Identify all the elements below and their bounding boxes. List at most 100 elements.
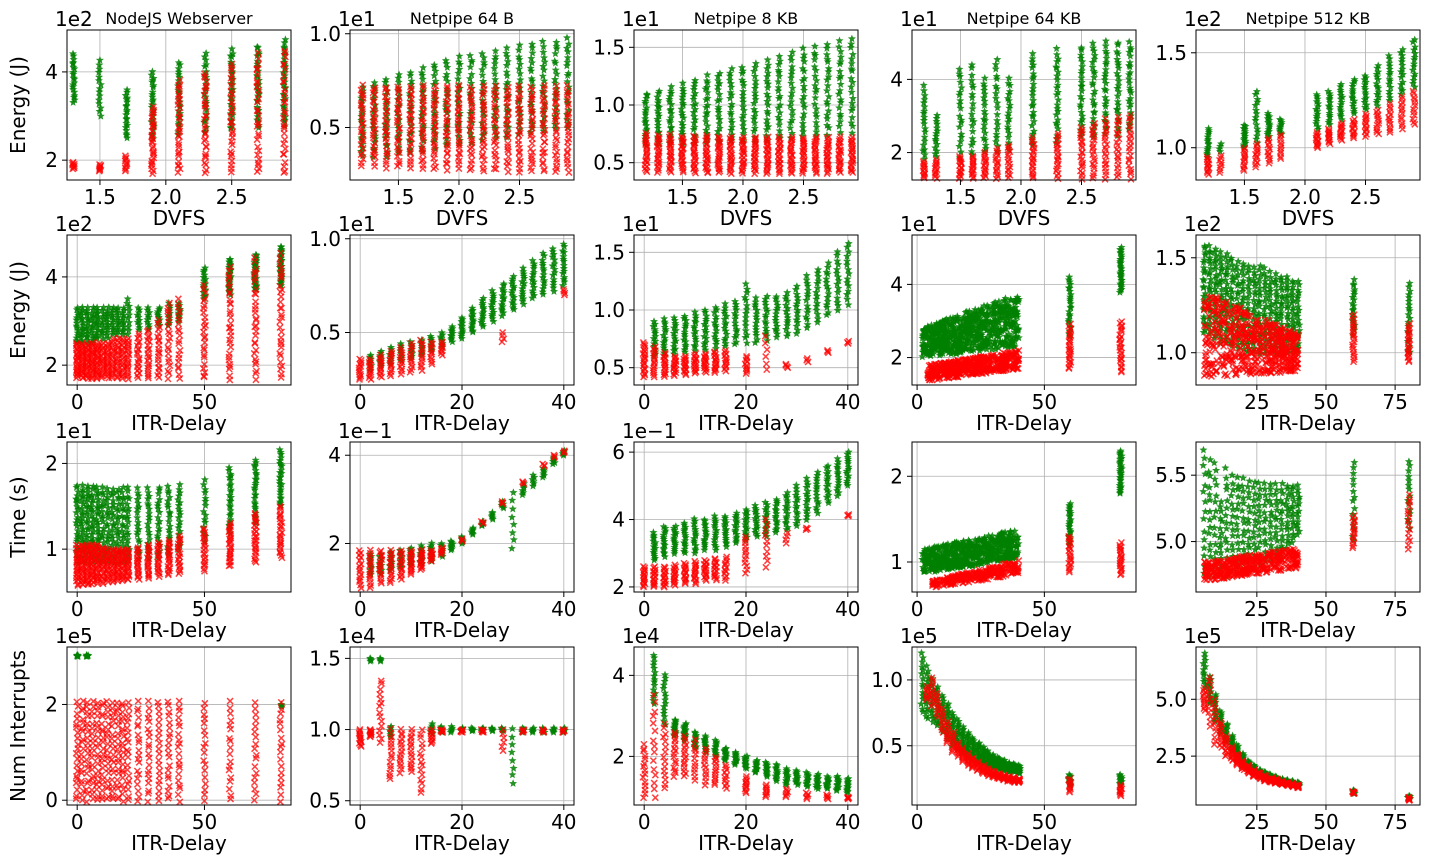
data-point-x [280,60,288,68]
data-point-star [70,91,79,100]
data-point-star [824,106,833,115]
x-tick-label: 0 [354,390,367,414]
data-point-x [149,103,157,111]
data-point-star [491,52,500,61]
data-point-x [357,99,365,107]
data-point-star [175,97,184,106]
data-point-x [121,152,129,160]
data-point-star [174,70,183,78]
y-tick-label: 0.5 [593,356,625,380]
data-point-star [200,89,209,98]
data-point-x [228,72,236,80]
data-point-star [442,59,451,68]
data-point-x [357,101,365,109]
data-point-star [148,129,157,138]
data-point-star [201,55,210,64]
data-point-star [95,73,104,81]
data-point-x [359,81,367,89]
data-point-x [369,134,377,142]
data-point-x [202,111,210,120]
data-point-x [280,120,288,128]
data-point-star [563,53,572,62]
data-point-star [527,74,536,83]
data-points [1203,35,1420,178]
data-point-x [371,139,379,147]
data-point-star [121,91,130,99]
data-point-x [254,120,262,128]
data-point-star [516,75,525,84]
data-point-x [254,130,263,138]
data-point-x [149,118,157,126]
y-tick-label: 4 [45,60,58,84]
data-point-star [811,93,820,102]
x-tick-label: 40 [551,390,576,414]
data-point-star [527,54,536,62]
data-point-star [538,37,547,45]
data-point-star [382,75,390,84]
data-point-star [551,49,560,58]
x-axis-label: ITR-Delay [131,411,227,435]
data-point-star [96,112,105,120]
data-point-x [149,108,157,117]
data-point-star [281,35,290,43]
data-point-star [847,88,856,96]
x-tick-label: 2.0 [150,185,182,209]
y-tick-label: 1.5 [1155,41,1187,65]
data-point-star [955,112,964,120]
data-point-x [201,152,209,160]
data-point-x [255,55,263,63]
y-tick-label: 0.5 [309,116,341,140]
data-point-star [227,120,236,128]
data-point-x [357,86,365,94]
data-point-x [279,150,287,158]
data-point-star [418,75,427,83]
data-point-star [787,79,796,87]
data-point-star [528,58,536,67]
data-point-star [564,69,573,77]
data-point-x [762,353,770,361]
data-point-x [201,122,209,130]
data-point-x [255,155,263,163]
data-point-star [491,75,500,83]
data-point-star [527,98,536,106]
x-tick-label: 1.5 [1229,185,1261,209]
x-axis-label: DVFS [998,206,1051,230]
data-point-star [95,107,104,115]
data-point-star [95,95,103,104]
data-point-x [174,138,182,146]
y-tick-label: 4 [890,67,903,91]
data-point-star [835,36,844,45]
data-point-star [226,51,235,60]
x-axis-label: DVFS [436,206,489,230]
data-point-star [527,66,536,75]
data-point-star [490,121,499,130]
data-point-star [516,60,525,68]
data-point-star [442,70,451,78]
data-point-star [479,58,488,67]
data-point-x [443,166,451,174]
data-point-x [281,48,289,56]
data-point-star [563,47,572,56]
data-point-x [254,151,262,159]
y-axis-label: Energy (J) [6,261,30,359]
data-point-star [515,64,524,73]
data-point-star [430,63,439,71]
data-point-x [370,159,378,167]
data-point-star [202,60,211,69]
data-point-star [528,43,537,52]
data-point-star [228,49,237,58]
data-point-star [703,70,712,79]
data-point-x [762,360,770,368]
subplot-title: Netpipe 64 KB [967,9,1082,28]
data-point-star [466,74,474,83]
data-point-star [503,57,512,65]
data-point-star [123,133,132,142]
data-point-star [835,67,844,75]
y-tick-label: 1.0 [1155,136,1187,160]
axis-offset-label: 1e2 [55,212,93,236]
